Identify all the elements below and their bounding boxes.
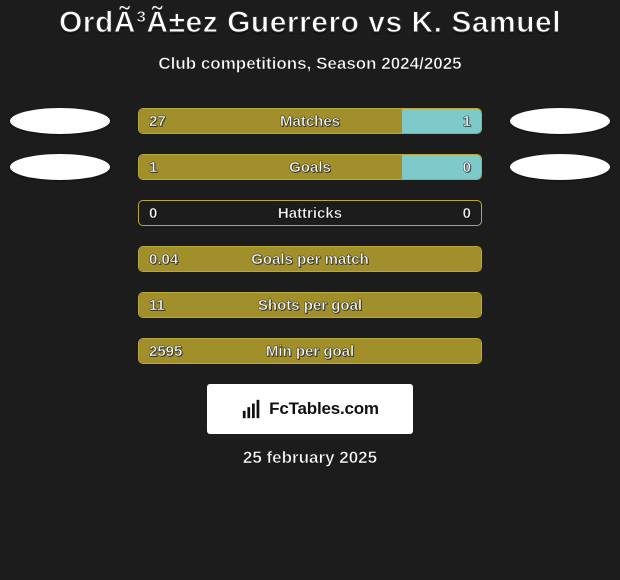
subtitle: Club competitions, Season 2024/2025: [0, 54, 620, 74]
stat-value-left: 1: [139, 155, 167, 180]
stat-row: 10Goals: [0, 148, 620, 194]
player-right-badge: [510, 154, 610, 180]
stat-value-left: 11: [139, 293, 175, 318]
stat-row: 271Matches: [0, 102, 620, 148]
stat-metric-label: Hattricks: [139, 201, 481, 226]
stat-row: 2595Min per goal: [0, 332, 620, 378]
bar-segment-left: [139, 109, 402, 133]
stats-rows: 271Matches10Goals00Hattricks0.04Goals pe…: [0, 102, 620, 378]
bar-segment-left: [139, 247, 481, 271]
date-label: 25 february 2025: [0, 448, 620, 468]
stat-bar: 0 0Hattricks: [138, 200, 482, 226]
stat-value-left: 27: [139, 109, 176, 134]
player-left-badge: [10, 154, 110, 180]
stat-value-right: 1: [453, 109, 481, 134]
stat-row: 0 0Hattricks: [0, 194, 620, 240]
stat-value-right: 0: [453, 201, 481, 226]
comparison-widget: OrdÃ³Ã±ez Guerrero vs K. Samuel Club com…: [0, 0, 620, 468]
stat-bar: 11Shots per goal: [138, 292, 482, 318]
brand-bars-icon: [241, 398, 263, 420]
player-right-badge: [510, 108, 610, 134]
stat-bar: 10Goals: [138, 154, 482, 180]
bar-segment-left: [139, 155, 402, 179]
stat-value-left: 0.04: [139, 247, 188, 272]
brand-badge[interactable]: FcTables.com: [207, 384, 413, 434]
page-title: OrdÃ³Ã±ez Guerrero vs K. Samuel: [0, 6, 620, 40]
stat-value-left: 2595: [139, 339, 192, 364]
stat-row: 0.04Goals per match: [0, 240, 620, 286]
stat-row: 11Shots per goal: [0, 286, 620, 332]
player-left-badge: [10, 108, 110, 134]
brand-text: FcTables.com: [269, 399, 379, 419]
stat-bar: 0.04Goals per match: [138, 246, 482, 272]
stat-bar: 2595Min per goal: [138, 338, 482, 364]
bar-segment-left: [139, 293, 481, 317]
stat-value-left: 0: [139, 201, 167, 226]
stat-bar: 271Matches: [138, 108, 482, 134]
stat-value-right: 0: [453, 155, 481, 180]
